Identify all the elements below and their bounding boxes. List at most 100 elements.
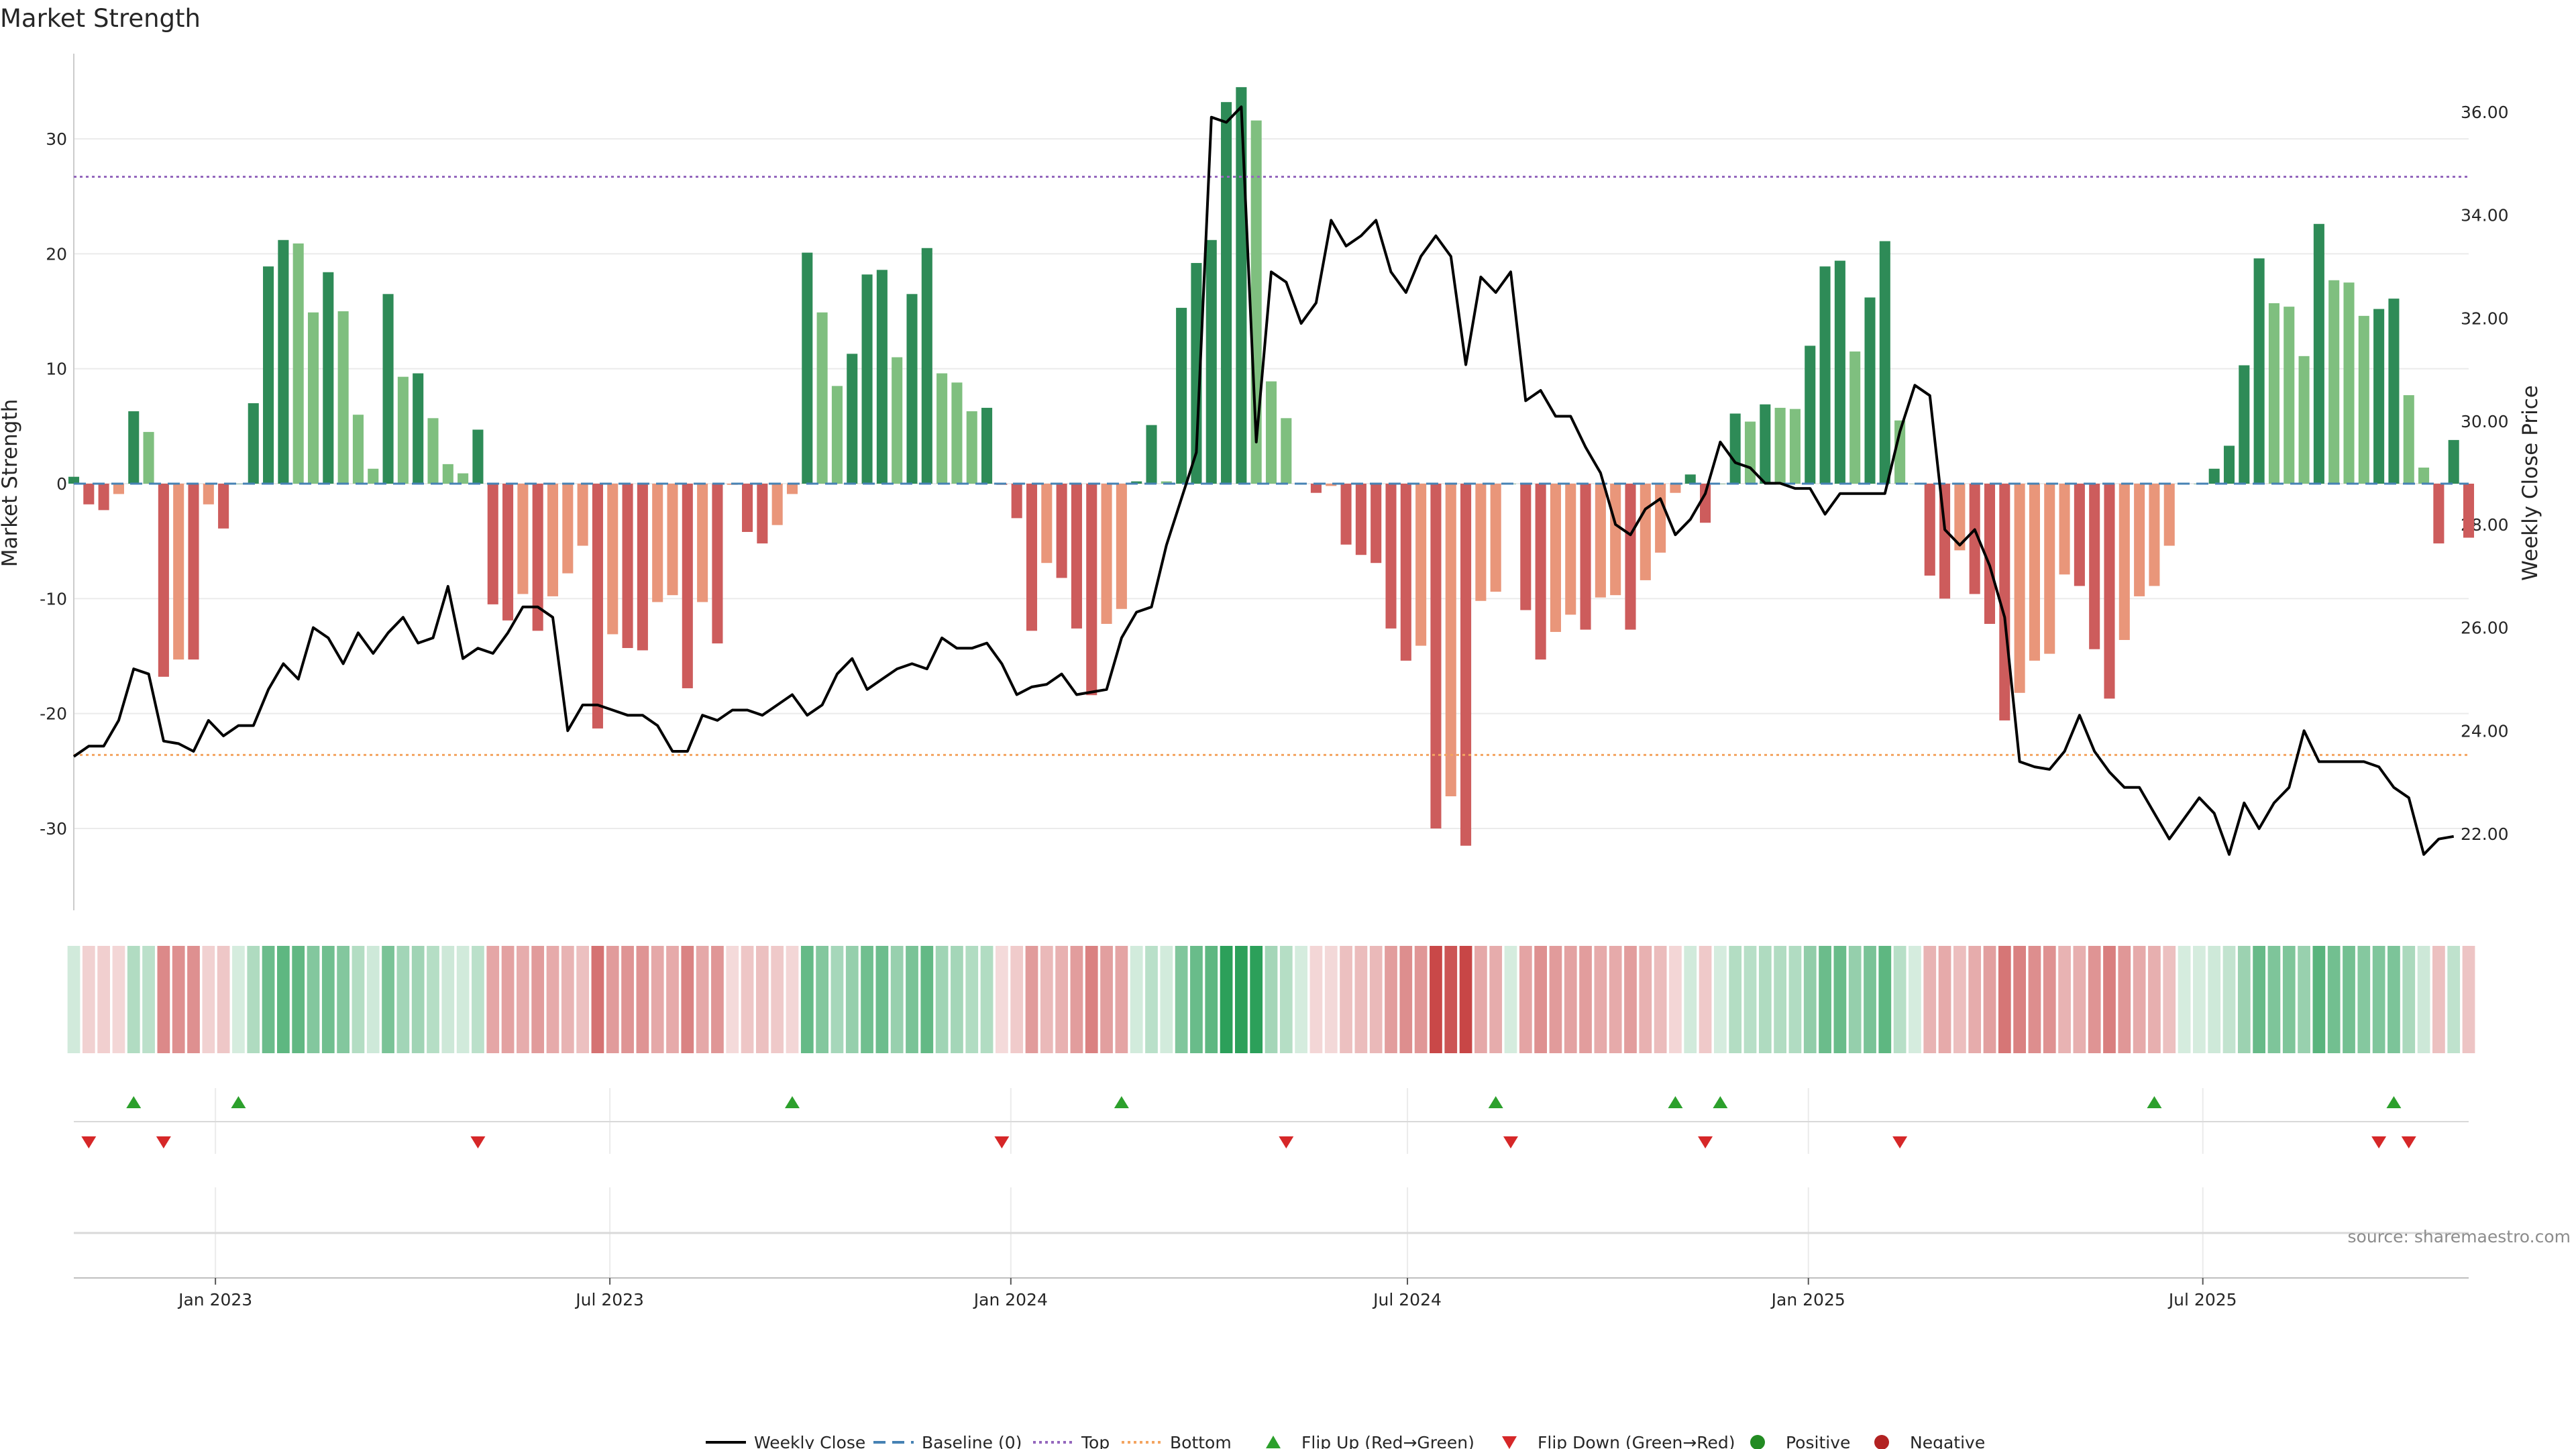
heat-cell [1385,946,1397,1053]
heat-cell [1250,946,1263,1053]
heat-cell [1833,946,1847,1053]
heat-cell [2343,946,2355,1053]
flip-down-marker [1892,1136,1908,1148]
heat-cell [2163,946,2176,1053]
strength-bar [1326,484,1337,486]
heat-cell [1923,946,1937,1053]
heat-cell [1684,946,1697,1053]
strength-bar [2089,484,2100,649]
heat-cell [546,946,559,1053]
heat-cell [1504,946,1517,1053]
strength-bar [2253,258,2265,484]
y-left-tick-label: 20 [46,244,67,264]
legend-swatch [1266,1436,1281,1448]
heat-cell [486,946,500,1053]
y-left-tick-label: 30 [46,129,67,149]
heat-cell [1714,946,1727,1053]
heat-cell [906,946,918,1053]
strength-bar [1610,484,1621,596]
heat-cell [97,946,110,1053]
flip-down-marker [2401,1136,2416,1148]
strength-bar [2208,468,2220,484]
heat-cell [965,946,979,1053]
heat-cell [786,946,799,1053]
flip-up-marker [1668,1096,1683,1108]
strength-bar [413,373,424,484]
heat-cell [1609,946,1622,1053]
heat-cell [112,946,125,1053]
flip-up-marker [126,1096,142,1108]
heat-cell [366,946,380,1053]
y-right-tick-label: 30.00 [2461,412,2509,431]
strength-bar [143,431,154,484]
heat-cell [1594,946,1607,1053]
flip-up-marker [1713,1096,1728,1108]
heat-cell [1549,946,1562,1053]
heat-cell [1070,946,1083,1053]
strength-bar [2059,484,2070,575]
flip-down-marker [994,1136,1010,1148]
heat-cell [1205,946,1218,1053]
strength-bar [847,354,858,484]
legend-item: Flip Down (Green→Red) [1502,1433,1735,1449]
legend-label: Flip Up (Red→Green) [1301,1433,1474,1449]
legend-item: Top [1033,1433,1110,1449]
strength-bar [1116,484,1127,609]
heat-cell [1085,946,1098,1053]
heat-cell [576,946,589,1053]
heat-cell [1100,946,1113,1053]
strength-bar [502,484,514,621]
heat-cell [187,946,200,1053]
strength-bar [1310,484,1322,493]
heat-cell [411,946,425,1053]
strength-bar [278,239,289,484]
strength-bar [1236,87,1247,484]
strength-bar [1011,484,1022,519]
heat-cell [1489,946,1503,1053]
strength-bar [1819,266,1831,484]
strength-bar [128,411,140,484]
heat-cell [2103,946,2116,1053]
heat-cell [2178,946,2191,1053]
heat-cell [1579,946,1592,1053]
strength-bar [1760,404,1771,484]
heat-cell [1743,946,1757,1053]
heat-cell [1758,946,1772,1053]
strength-bar [1954,484,1966,551]
strength-bar [1041,484,1053,564]
heat-cell [1160,946,1173,1053]
strength-bar [757,484,768,544]
strength-bar [173,484,184,660]
strength-bar [98,484,109,511]
heat-cell [1534,946,1547,1053]
legend-label: Top [1081,1433,1110,1449]
strength-bar [981,407,993,484]
y-axis-left-title: Market Strength [0,399,22,568]
heat-cell [2148,946,2161,1053]
strength-bar [2433,484,2445,544]
heat-cell [890,946,904,1053]
strength-bar [2014,484,2025,693]
flip-up-marker [231,1096,246,1108]
legend-label: Flip Down (Green→Red) [1538,1433,1735,1449]
heat-cell [337,946,350,1053]
strength-bar [1340,484,1352,545]
heat-cell [1340,946,1352,1053]
strength-bar [458,473,469,484]
heat-cell [591,946,604,1053]
strength-bar [831,386,843,484]
heat-cell [1968,946,1982,1053]
strength-bar [1026,484,1038,631]
strength-bar [368,468,379,484]
y-left-tick-label: -10 [40,589,67,608]
x-tick-label: Jul 2024 [1372,1290,1442,1309]
strength-bar [906,294,918,484]
legend-label: Bottom [1170,1433,1232,1449]
legend-item: Negative [1874,1433,1985,1449]
flip-down-marker [1503,1136,1518,1148]
heat-cell [1624,946,1637,1053]
heat-cell [996,946,1008,1053]
heat-cell [2372,946,2385,1053]
